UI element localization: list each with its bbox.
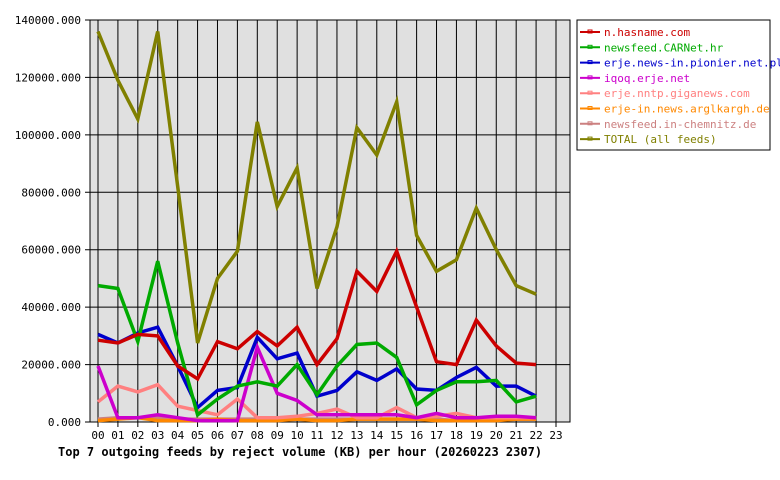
legend: n.hasname.com newsfeed.CARNet.hr erje.news… <box>576 19 780 151</box>
x-tick-label: 09 <box>271 429 284 442</box>
series-line-total-all-feeds- <box>96 30 537 344</box>
x-tick-label: 00 <box>91 429 104 442</box>
x-tick-label: 02 <box>131 429 144 442</box>
x-tick-label: 04 <box>171 429 185 442</box>
legend-item: erje.nntp.giganews.com <box>580 87 750 100</box>
y-axis: 0.000 20000.000 40000.000 60000.000 80000.00… <box>15 14 81 429</box>
x-tick-label: 14 <box>370 429 384 442</box>
x-tick-label: 21 <box>510 429 523 442</box>
legend-label: iqoq.erje.net <box>604 72 690 85</box>
legend-label: erje.nntp.giganews.com <box>604 87 750 100</box>
plot-area <box>89 19 571 423</box>
x-tick-label: 13 <box>350 429 363 442</box>
x-tick-label: 06 <box>211 429 224 442</box>
x-tick-label: 20 <box>490 429 503 442</box>
y-tick-label: 140000.000 <box>15 14 81 27</box>
y-tick-label: 40000.000 <box>21 301 81 314</box>
legend-label: TOTAL (all feeds) <box>604 133 717 146</box>
y-tick-label: 20000.000 <box>21 359 81 372</box>
x-tick-label: 23 <box>549 429 562 442</box>
series-line-newsfeed-carnet-hr <box>97 260 537 418</box>
x-tick-label: 08 <box>251 429 264 442</box>
y-tick-label: 100000.000 <box>15 129 81 142</box>
series-line-n-hasname-com <box>97 246 537 382</box>
legend-item: erje.news-in.pionier.net.pl <box>580 57 780 70</box>
x-tick-label: 10 <box>291 429 304 442</box>
x-tick-label: 15 <box>390 429 403 442</box>
series-line-iqoq-erje-net <box>96 342 537 423</box>
legend-item: newsfeed.in-chemnitz.de <box>580 118 756 131</box>
x-tick-label: 03 <box>151 429 164 442</box>
x-tick-label: 16 <box>410 429 423 442</box>
x-axis: 00 01 02 03 04 05 06 07 08 09 10 11 12 13 14 15 16 17 18 19… <box>91 429 562 442</box>
legend-label: erje-in.news.arglkargh.de <box>604 103 770 116</box>
x-tick-label: 22 <box>529 429 542 442</box>
legend-label: newsfeed.CARNet.hr <box>604 41 724 54</box>
x-tick-label: 05 <box>191 429 204 442</box>
x-tick-label: 12 <box>330 429 343 442</box>
x-tick-label: 07 <box>231 429 244 442</box>
legend-item: iqoq.erje.net <box>580 72 690 85</box>
x-tick-label: 17 <box>430 429 443 442</box>
y-tick-label: 120000.000 <box>15 71 81 84</box>
x-tick-label: 11 <box>310 429 323 442</box>
legend-item: erje-in.news.arglkargh.de <box>580 103 770 116</box>
legend-item: newsfeed.CARNet.hr <box>580 41 724 54</box>
legend-item: TOTAL (all feeds) <box>580 133 717 146</box>
y-tick-label: 60000.000 <box>21 244 81 257</box>
x-tick-label: 18 <box>450 429 463 442</box>
chart-title: Top 7 outgoing feeds by reject volume (K… <box>58 445 542 459</box>
series-lines <box>96 30 537 423</box>
x-tick-label: 19 <box>470 429 483 442</box>
y-tick-label: 0.000 <box>48 416 81 429</box>
legend-label: n.hasname.com <box>604 26 690 39</box>
legend-item: n.hasname.com <box>580 26 690 39</box>
legend-box <box>576 19 771 151</box>
x-tick-label: 01 <box>111 429 124 442</box>
legend-label: erje.news-in.pionier.net.pl <box>604 57 780 70</box>
legend-label: newsfeed.in-chemnitz.de <box>604 118 756 131</box>
series-line-erje-in-news-arglkargh-de <box>97 415 537 423</box>
y-tick-label: 80000.000 <box>21 186 81 199</box>
